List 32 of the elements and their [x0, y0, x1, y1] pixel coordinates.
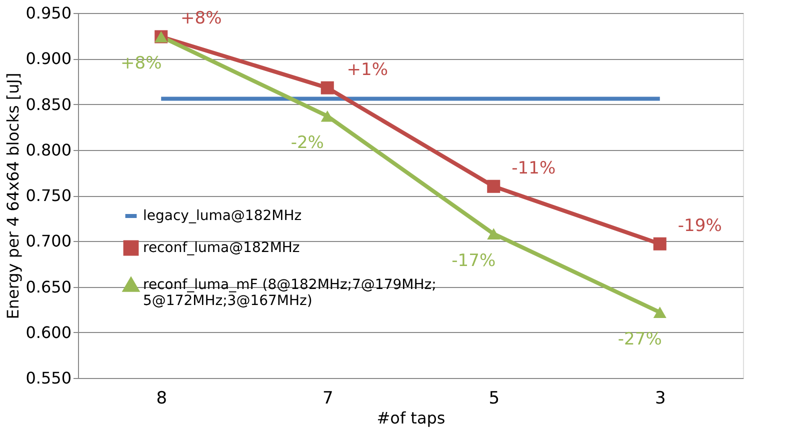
annotation: -11%	[512, 158, 556, 178]
x-tick-label: 5	[488, 388, 500, 408]
point	[487, 228, 500, 240]
point	[653, 237, 666, 250]
y-tick-label: 0.700	[26, 232, 72, 251]
annotation: +8%	[120, 54, 162, 74]
x-tick-label: 7	[322, 388, 334, 408]
point	[320, 81, 334, 94]
point	[487, 180, 500, 193]
x-tick-label: 3	[654, 388, 666, 408]
x-tick-label: 8	[156, 388, 168, 408]
legend-label: legacy_luma@182MHz	[143, 208, 302, 224]
annotation: -19%	[678, 216, 722, 236]
annotation: -2%	[290, 133, 324, 154]
x-axis-title: #of taps	[376, 408, 446, 428]
y-tick-label: 0.600	[26, 322, 72, 342]
y-tick-label: 0.900	[26, 49, 72, 68]
legend-label: reconf_luma@182MHz	[143, 240, 300, 256]
annotation: -17%	[452, 250, 496, 271]
y-tick-label: 0.550	[26, 368, 72, 388]
legend-label: reconf_luma_mF (8@182MHz;7@179MHz; 5@172MHz;3@167MHz)	[143, 277, 436, 309]
point	[320, 110, 334, 122]
annotation: +1%	[346, 60, 388, 80]
y-tick-label: 0.650	[26, 277, 72, 296]
annotation: -27%	[618, 329, 662, 350]
y-tick-label: 0.950	[26, 4, 72, 22]
annotation: +8%	[180, 8, 222, 29]
y-tick-label: 0.800	[26, 140, 72, 160]
point	[653, 306, 666, 318]
y-tick-label: 0.850	[26, 94, 72, 114]
y-axis-title: Energy per 4 64x64 blocks [uJ]	[4, 72, 23, 320]
y-tick-label: 0.750	[26, 186, 72, 205]
